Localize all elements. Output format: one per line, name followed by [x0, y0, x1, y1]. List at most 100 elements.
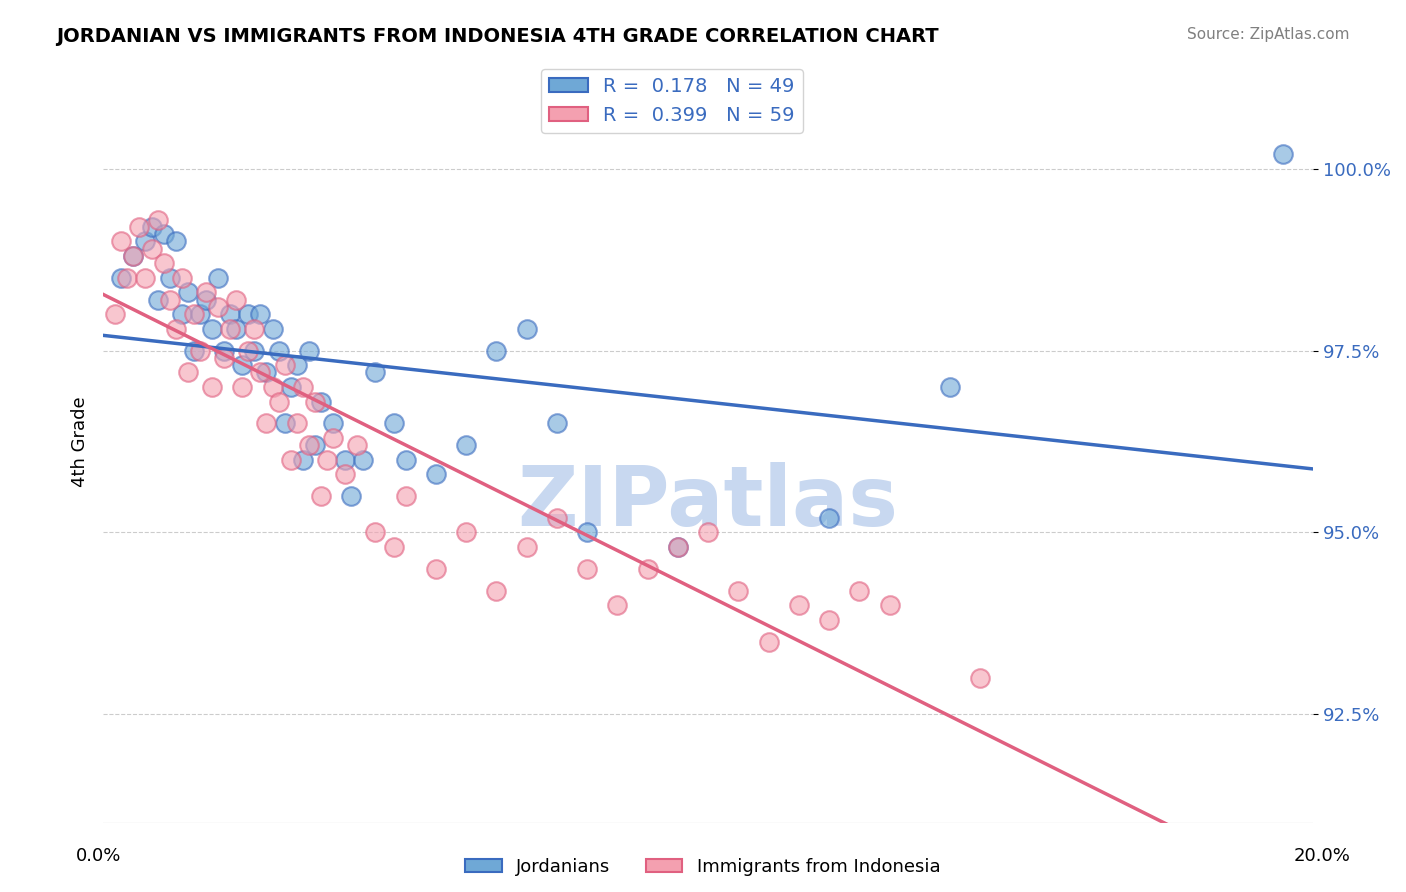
- Point: [697, 525, 720, 540]
- Point: [818, 511, 841, 525]
- Point: [212, 351, 235, 365]
- Point: [188, 307, 211, 321]
- Point: [666, 540, 689, 554]
- Point: [256, 366, 278, 380]
- Point: [273, 417, 295, 431]
- Point: [516, 322, 538, 336]
- Point: [267, 394, 290, 409]
- Point: [316, 452, 339, 467]
- Point: [141, 242, 163, 256]
- Point: [207, 300, 229, 314]
- Point: [195, 285, 218, 300]
- Point: [758, 634, 780, 648]
- Point: [304, 394, 326, 409]
- Text: 0.0%: 0.0%: [76, 847, 121, 865]
- Point: [309, 394, 332, 409]
- Point: [273, 358, 295, 372]
- Point: [818, 613, 841, 627]
- Point: [207, 270, 229, 285]
- Point: [382, 417, 405, 431]
- Point: [352, 452, 374, 467]
- Point: [165, 322, 187, 336]
- Point: [122, 249, 145, 263]
- Point: [225, 293, 247, 307]
- Text: Source: ZipAtlas.com: Source: ZipAtlas.com: [1187, 27, 1350, 42]
- Point: [298, 343, 321, 358]
- Point: [576, 525, 599, 540]
- Point: [309, 489, 332, 503]
- Text: JORDANIAN VS IMMIGRANTS FROM INDONESIA 4TH GRADE CORRELATION CHART: JORDANIAN VS IMMIGRANTS FROM INDONESIA 4…: [56, 27, 939, 45]
- Point: [212, 343, 235, 358]
- Point: [183, 343, 205, 358]
- Point: [969, 671, 991, 685]
- Point: [256, 417, 278, 431]
- Point: [395, 452, 418, 467]
- Point: [183, 307, 205, 321]
- Point: [425, 562, 447, 576]
- Point: [134, 235, 156, 249]
- Text: ZIPatlas: ZIPatlas: [517, 462, 898, 543]
- Point: [104, 307, 127, 321]
- Point: [285, 417, 308, 431]
- Point: [546, 511, 568, 525]
- Point: [304, 438, 326, 452]
- Point: [110, 235, 132, 249]
- Point: [165, 235, 187, 249]
- Point: [606, 599, 628, 613]
- Point: [159, 270, 181, 285]
- Point: [117, 270, 139, 285]
- Point: [666, 540, 689, 554]
- Point: [238, 307, 260, 321]
- Point: [637, 562, 659, 576]
- Point: [249, 366, 271, 380]
- Point: [879, 599, 901, 613]
- Point: [364, 366, 387, 380]
- Legend: Jordanians, Immigrants from Indonesia: Jordanians, Immigrants from Indonesia: [458, 851, 948, 883]
- Point: [134, 270, 156, 285]
- Point: [333, 452, 356, 467]
- Point: [727, 583, 749, 598]
- Point: [122, 249, 145, 263]
- Point: [322, 431, 344, 445]
- Point: [291, 452, 314, 467]
- Legend: R =  0.178   N = 49, R =  0.399   N = 59: R = 0.178 N = 49, R = 0.399 N = 59: [541, 70, 803, 133]
- Point: [231, 358, 253, 372]
- Point: [249, 307, 271, 321]
- Point: [243, 322, 266, 336]
- Point: [340, 489, 363, 503]
- Text: 20.0%: 20.0%: [1294, 847, 1350, 865]
- Point: [576, 562, 599, 576]
- Point: [201, 322, 224, 336]
- Point: [456, 525, 478, 540]
- Point: [177, 366, 200, 380]
- Point: [177, 285, 200, 300]
- Point: [152, 256, 174, 270]
- Y-axis label: 4th Grade: 4th Grade: [72, 396, 89, 487]
- Point: [322, 417, 344, 431]
- Point: [219, 307, 242, 321]
- Point: [170, 307, 193, 321]
- Point: [382, 540, 405, 554]
- Point: [188, 343, 211, 358]
- Point: [231, 380, 253, 394]
- Point: [1272, 147, 1295, 161]
- Point: [152, 227, 174, 242]
- Point: [280, 380, 302, 394]
- Point: [939, 380, 962, 394]
- Point: [485, 583, 508, 598]
- Point: [485, 343, 508, 358]
- Point: [201, 380, 224, 394]
- Point: [159, 293, 181, 307]
- Point: [262, 322, 284, 336]
- Point: [280, 452, 302, 467]
- Point: [291, 380, 314, 394]
- Point: [219, 322, 242, 336]
- Point: [285, 358, 308, 372]
- Point: [848, 583, 870, 598]
- Point: [170, 270, 193, 285]
- Point: [298, 438, 321, 452]
- Point: [333, 467, 356, 482]
- Point: [546, 417, 568, 431]
- Point: [146, 293, 169, 307]
- Point: [110, 270, 132, 285]
